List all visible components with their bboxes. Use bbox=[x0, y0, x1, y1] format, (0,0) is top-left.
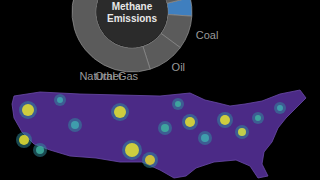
emission-halo bbox=[142, 152, 158, 168]
emission-halo bbox=[158, 121, 172, 135]
emission-spot bbox=[238, 128, 246, 136]
emission-halo bbox=[54, 94, 66, 106]
emission-halo bbox=[68, 118, 82, 132]
emission-spot bbox=[114, 106, 126, 118]
emission-halo bbox=[217, 112, 233, 128]
emission-spot bbox=[175, 101, 181, 107]
title: MethaneEmissions bbox=[107, 1, 157, 24]
emission-spot bbox=[201, 134, 209, 142]
segment-label: Natural Gas bbox=[79, 70, 138, 82]
emission-halo bbox=[172, 98, 184, 110]
emission-spot bbox=[185, 117, 195, 127]
emission-halo bbox=[19, 101, 37, 119]
segment-label: Coal bbox=[196, 29, 219, 41]
emission-spot bbox=[125, 143, 139, 157]
emission-spot bbox=[277, 105, 283, 111]
emission-spot bbox=[57, 97, 63, 103]
title-line: Methane bbox=[112, 1, 153, 12]
emission-halo bbox=[33, 143, 47, 157]
emission-spot bbox=[22, 104, 34, 116]
map bbox=[12, 90, 306, 178]
title-line: Emissions bbox=[107, 13, 157, 24]
emission-spot bbox=[71, 121, 79, 129]
donut-center bbox=[97, 0, 168, 48]
emission-halo bbox=[122, 140, 142, 160]
emission-spot bbox=[19, 135, 29, 145]
emission-spot bbox=[220, 115, 230, 125]
segment-label: Oil bbox=[172, 61, 185, 73]
emission-halo bbox=[182, 114, 198, 130]
us-outline bbox=[12, 90, 306, 178]
emission-halo bbox=[198, 131, 212, 145]
emission-spot bbox=[161, 124, 169, 132]
chart: OtherCoalOilNatural GasMethaneEmissions bbox=[0, 0, 320, 180]
emission-spot bbox=[145, 155, 155, 165]
emission-spot bbox=[36, 146, 44, 154]
emission-spot bbox=[255, 115, 261, 121]
emission-halo bbox=[111, 103, 129, 121]
emission-halo bbox=[274, 102, 286, 114]
emission-halo bbox=[252, 112, 264, 124]
emission-halo bbox=[16, 132, 32, 148]
emission-halo bbox=[235, 125, 249, 139]
